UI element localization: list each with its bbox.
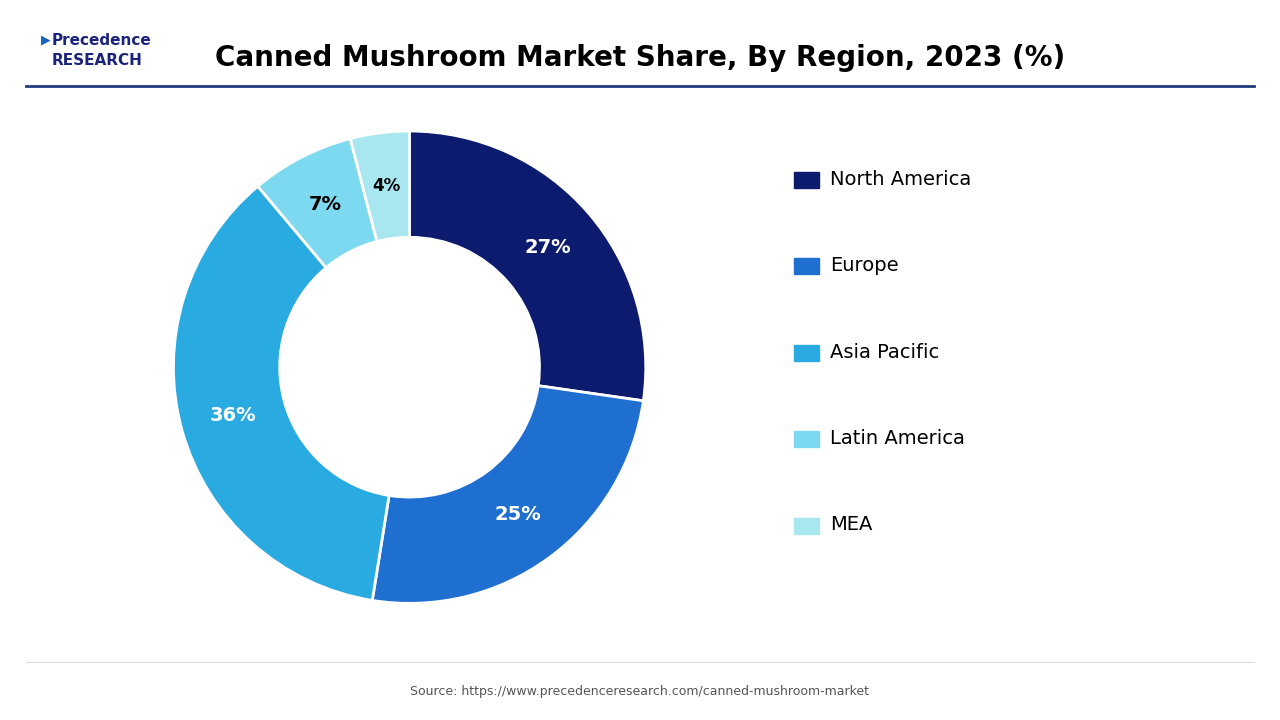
- Text: 7%: 7%: [310, 195, 342, 214]
- Wedge shape: [410, 131, 645, 401]
- Text: MEA: MEA: [831, 516, 873, 534]
- Wedge shape: [257, 139, 378, 268]
- Text: 36%: 36%: [210, 407, 256, 426]
- Text: Source: https://www.precedenceresearch.com/canned-mushroom-market: Source: https://www.precedenceresearch.c…: [411, 685, 869, 698]
- Text: Precedence
RESEARCH: Precedence RESEARCH: [51, 33, 151, 68]
- Text: Europe: Europe: [831, 256, 899, 275]
- Text: ▶: ▶: [41, 33, 51, 46]
- Wedge shape: [372, 386, 644, 603]
- Text: Asia Pacific: Asia Pacific: [831, 343, 940, 361]
- Wedge shape: [351, 131, 410, 241]
- Text: Latin America: Latin America: [831, 429, 965, 448]
- Wedge shape: [174, 186, 389, 600]
- Text: Canned Mushroom Market Share, By Region, 2023 (%): Canned Mushroom Market Share, By Region,…: [215, 44, 1065, 71]
- Text: North America: North America: [831, 170, 972, 189]
- Text: 4%: 4%: [372, 176, 401, 194]
- Text: 27%: 27%: [525, 238, 571, 257]
- Text: 25%: 25%: [495, 505, 541, 524]
